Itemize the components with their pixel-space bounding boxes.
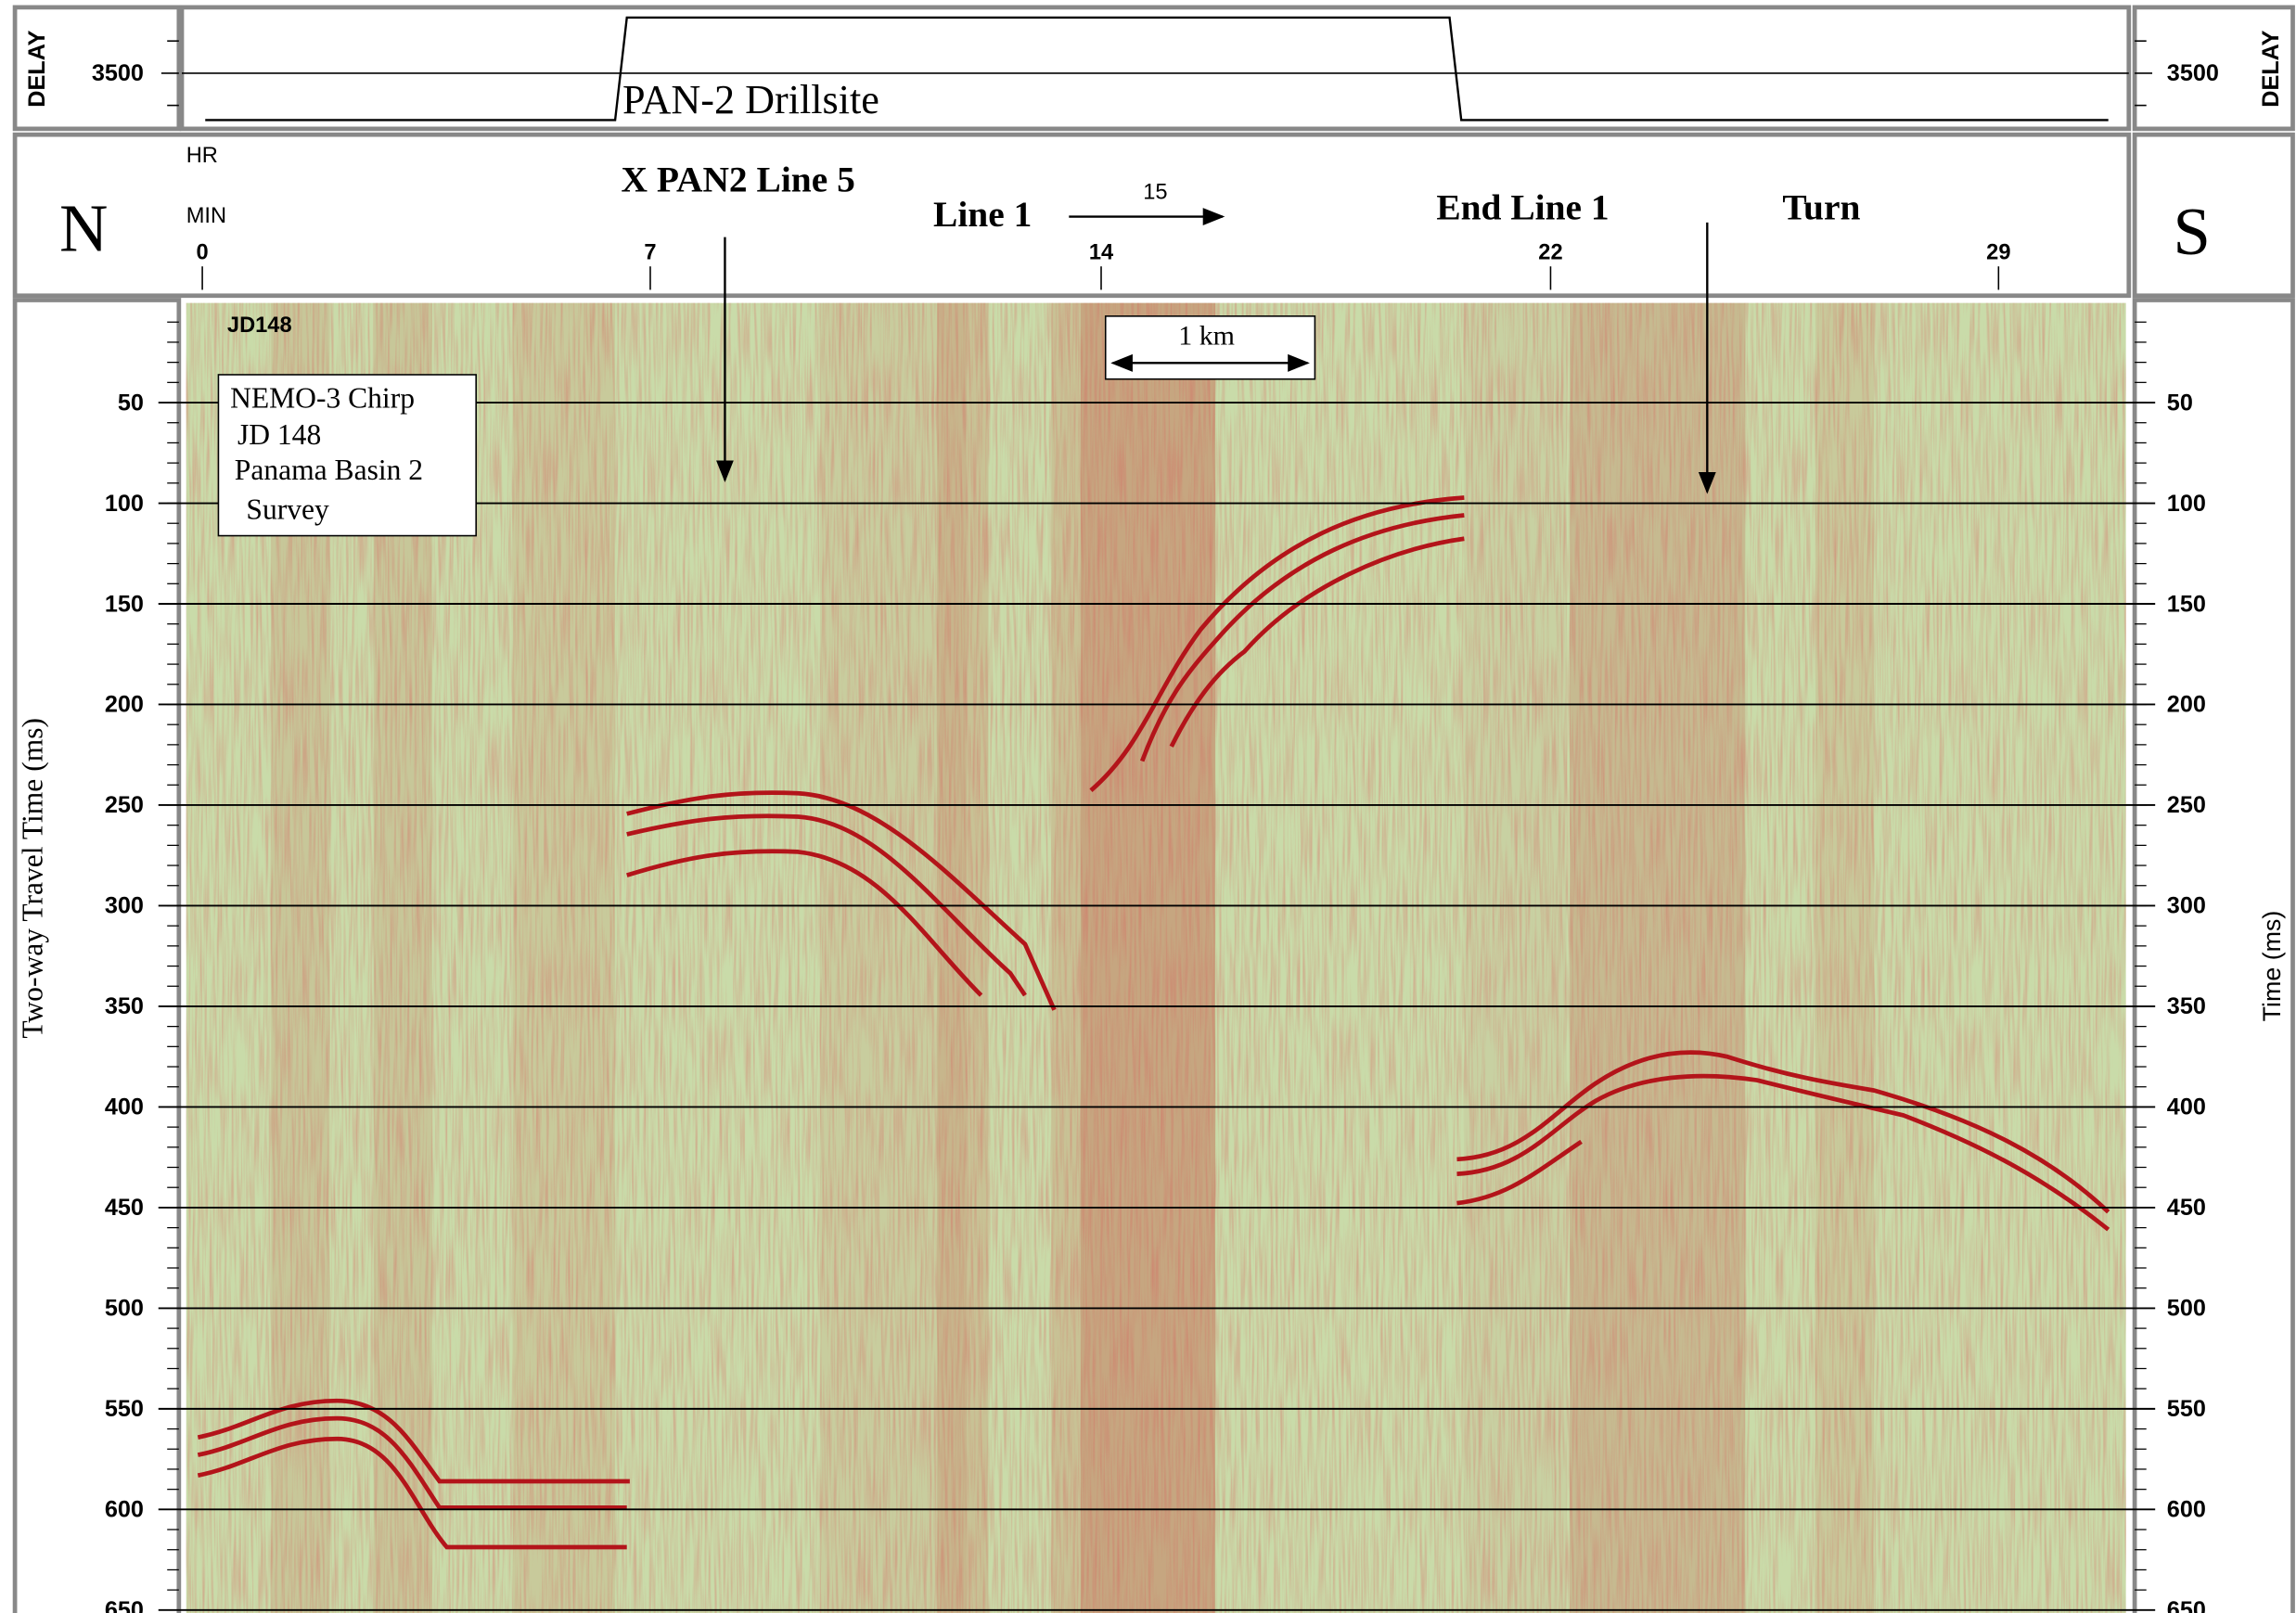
- y2-tick-label: 100: [2167, 491, 2206, 517]
- minute-tick-label: 22: [1538, 240, 1562, 264]
- legend-box: [217, 374, 477, 537]
- reflectors: [197, 495, 2110, 1550]
- y-tick-label: 300: [105, 893, 144, 919]
- y-tick-label: 650: [105, 1597, 144, 1613]
- hour-label: HR: [186, 144, 218, 168]
- y-tick-label: 500: [105, 1296, 144, 1322]
- y2-tick-label: 200: [2167, 692, 2206, 718]
- delay-tick-label: 3500: [92, 60, 144, 86]
- y2-tick-label: 500: [2167, 1296, 2206, 1322]
- delay-label: DELAY: [24, 30, 50, 107]
- y-tick-label: 100: [105, 491, 144, 517]
- y2-tick-label: 250: [2167, 792, 2206, 818]
- y-axis-title: Two-way Travel Time (ms): [16, 718, 48, 1039]
- y-tick-label: 550: [105, 1396, 144, 1422]
- y-tick-label: 600: [105, 1497, 144, 1523]
- y2-axis-title: Time (ms): [2258, 911, 2286, 1022]
- y2-tick-label: 150: [2167, 591, 2206, 617]
- y2-tick-label: 300: [2167, 893, 2206, 919]
- delay-tick-label: 3500: [2167, 60, 2219, 86]
- y-tick-label: 150: [105, 591, 144, 617]
- line-start-label: Line 1: [933, 194, 1032, 235]
- scale-bar-label: 1 km: [1178, 320, 1235, 351]
- minute-tick-label: 14: [1089, 240, 1114, 264]
- profile: [186, 302, 2126, 1613]
- y-tick-label: 400: [105, 1095, 144, 1120]
- legend-line: JD 148: [237, 418, 321, 451]
- delay-trace: [205, 16, 2109, 122]
- track-label: JD148: [227, 314, 292, 338]
- frames: [12, 5, 2295, 1613]
- line-start-time: 15: [1143, 181, 1167, 205]
- y2-tick-label: 450: [2167, 1195, 2206, 1221]
- y2-tick-label: 600: [2167, 1497, 2206, 1523]
- y-tick-label: 200: [105, 692, 144, 718]
- south-label: S: [2173, 194, 2210, 269]
- y2-tick-label: 50: [2167, 390, 2193, 416]
- y-axes: 50 50 100 100 150 150 200 200 250 250 300 300 350 350…: [105, 321, 2206, 1613]
- legend-line: Survey: [246, 493, 329, 526]
- y-tick-label: 450: [105, 1195, 144, 1221]
- minute-label: MIN: [186, 204, 226, 228]
- y-tick-label: 350: [105, 993, 144, 1019]
- y2-tick-label: 550: [2167, 1396, 2206, 1422]
- y-tick-label: 250: [105, 792, 144, 818]
- delay-label: DELAY: [2258, 30, 2284, 107]
- y-tick-label: 50: [118, 390, 144, 416]
- delay-ticks: [160, 40, 2153, 107]
- legend-line: NEMO-3 Chirp: [230, 382, 415, 415]
- line-end-label: End Line 1: [1436, 186, 1609, 227]
- y2-tick-label: 400: [2167, 1095, 2206, 1120]
- minute-tick-label: 0: [197, 240, 209, 264]
- noise-texture: [186, 302, 2126, 1613]
- turn-label: Turn: [1782, 186, 1860, 227]
- drillsite-label: PAN-2 Drillsite: [622, 77, 879, 122]
- y2-tick-label: 650: [2167, 1597, 2206, 1613]
- crossing-label: X PAN2 Line 5: [621, 159, 854, 199]
- y2-tick-label: 350: [2167, 993, 2206, 1019]
- legend-line: Panama Basin 2: [235, 454, 423, 486]
- minute-tick-label: 29: [1986, 240, 2010, 264]
- minute-tick-label: 7: [644, 240, 656, 264]
- north-label: N: [59, 191, 108, 266]
